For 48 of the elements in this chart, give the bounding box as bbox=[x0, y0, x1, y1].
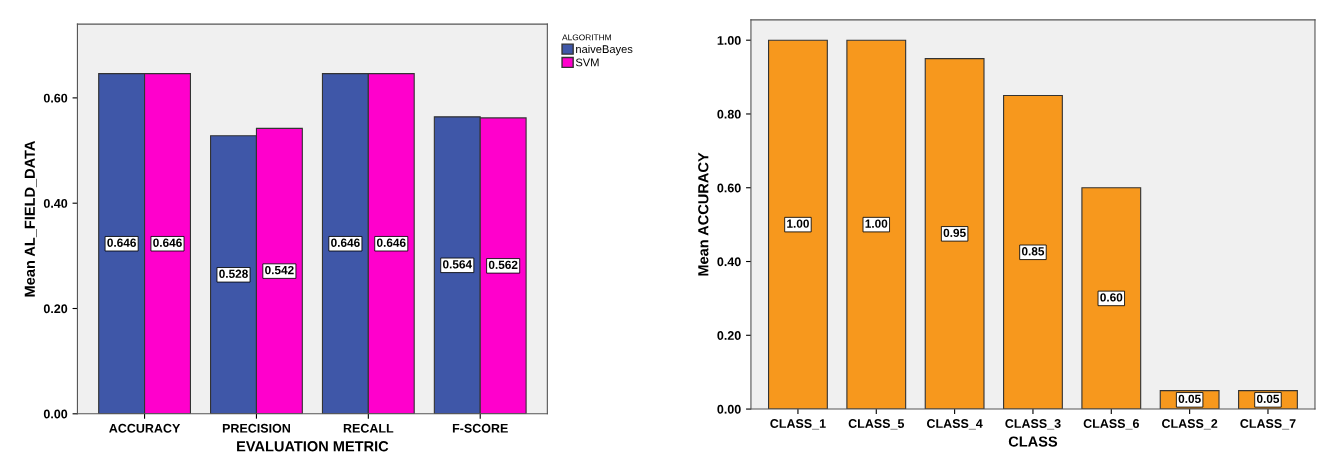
data-label: 0.646 bbox=[376, 238, 406, 247]
data-label: 0.05 bbox=[1178, 394, 1201, 404]
data-label: 0.542 bbox=[265, 265, 294, 275]
y-tick-label: 0.20 bbox=[43, 304, 68, 314]
y-tick-label: 0.60 bbox=[717, 183, 741, 193]
data-label: 0.646 bbox=[107, 238, 136, 247]
y-tick-label: 1.00 bbox=[717, 36, 741, 45]
x-axis-title: CLASS bbox=[1008, 436, 1058, 447]
data-label: 0.646 bbox=[153, 238, 182, 247]
data-label: 0.528 bbox=[219, 269, 248, 278]
y-tick-label: 0.40 bbox=[717, 257, 741, 267]
y-tick-label: 0.00 bbox=[43, 409, 68, 419]
y-axis-title: Mean AL_FIELD_DATA bbox=[24, 140, 37, 297]
x-tick-label: CLASS_2 bbox=[1162, 419, 1218, 430]
legend-label: naiveBayes bbox=[576, 44, 633, 56]
y-tick-label: 0.40 bbox=[43, 198, 68, 208]
data-label: 1.00 bbox=[865, 219, 888, 228]
y-tick-label: 0.20 bbox=[717, 331, 741, 340]
x-tick-label: CLASS_4 bbox=[927, 419, 983, 430]
data-label: 0.564 bbox=[442, 260, 472, 269]
x-tick-label: PRECISION bbox=[222, 423, 290, 433]
x-tick-label: F-SCORE bbox=[452, 423, 508, 433]
bar bbox=[1003, 94, 1063, 410]
bar bbox=[846, 39, 907, 410]
data-label: 0.60 bbox=[1100, 293, 1123, 302]
x-tick-label: ACCURACY bbox=[109, 423, 181, 433]
x-tick-label: CLASS_3 bbox=[1005, 419, 1061, 430]
y-tick-label: 0.00 bbox=[717, 404, 741, 414]
x-tick-label: CLASS_6 bbox=[1083, 419, 1139, 430]
y-axis-title: Mean ACCURACY bbox=[698, 152, 709, 276]
data-label: 1.00 bbox=[787, 219, 809, 228]
legend-label: SVM bbox=[575, 58, 599, 67]
bar bbox=[768, 39, 828, 410]
bar bbox=[1081, 187, 1142, 410]
data-label: 0.646 bbox=[331, 238, 360, 247]
x-axis-title: EVALUATION METRIC bbox=[237, 441, 389, 452]
bar bbox=[924, 58, 985, 410]
x-tick-label: CLASS_5 bbox=[848, 419, 905, 430]
x-tick-label: RECALL bbox=[343, 423, 394, 433]
data-label: 0.95 bbox=[943, 228, 966, 238]
y-tick-label: 0.80 bbox=[717, 109, 741, 119]
data-label: 0.85 bbox=[1021, 247, 1045, 256]
data-label: 0.05 bbox=[1256, 394, 1280, 404]
legend-title: ALGORITHM bbox=[562, 34, 611, 41]
x-tick-label: CLASS_1 bbox=[770, 419, 826, 430]
y-tick-label: 0.60 bbox=[43, 93, 68, 103]
data-label: 0.562 bbox=[488, 260, 518, 270]
x-tick-label: CLASS_7 bbox=[1240, 419, 1296, 430]
